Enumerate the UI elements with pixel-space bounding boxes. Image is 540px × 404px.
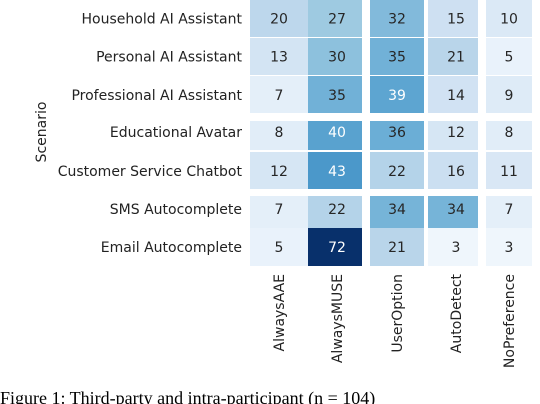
cell-value-label: 12	[447, 125, 465, 141]
cell-value-label: 20	[270, 12, 288, 28]
heatmap-cell	[308, 76, 366, 114]
row-label: Personal AI Assistant	[96, 50, 242, 66]
cell-value-label: 9	[505, 88, 514, 104]
heatmap-cell	[486, 190, 532, 228]
heatmap-cell	[486, 0, 532, 37]
heatmap-cell	[486, 228, 532, 266]
heatmap-cell	[428, 228, 484, 266]
cell-value-label: 21	[447, 50, 465, 66]
heatmap-cell	[370, 228, 424, 266]
heatmap-cell	[308, 190, 366, 228]
cell-value-label: 5	[505, 50, 514, 66]
heatmap-cell	[486, 38, 532, 75]
cell-value-label: 12	[270, 164, 288, 180]
cell-value-label: 40	[328, 125, 346, 141]
heatmap-cell	[428, 190, 484, 228]
heatmap-cell	[428, 38, 484, 75]
column-label: AlwaysMUSE	[330, 274, 346, 363]
heatmap-cell	[428, 0, 484, 37]
cell-value-label: 27	[328, 12, 346, 28]
cell-value-label: 22	[388, 164, 406, 180]
column-label: AutoDetect	[449, 273, 465, 353]
heatmap-cell	[486, 76, 532, 114]
cell-value-label: 10	[500, 12, 518, 28]
heatmap-cell	[308, 228, 366, 266]
group-separator	[362, 0, 370, 266]
cell-value-label: 39	[388, 88, 406, 104]
y-axis-label: Scenario	[34, 102, 50, 163]
cell-value-label: 36	[388, 125, 406, 141]
row-label: Email Autocomplete	[101, 240, 242, 256]
figure-caption: Figure 1: Third-party and intra-particip…	[0, 388, 376, 404]
heatmap-cell	[370, 76, 424, 114]
row-labels: Household AI Assistant Personal AI Assist…	[58, 12, 243, 257]
cell-value-label: 8	[275, 125, 284, 141]
column-labels: AlwaysAAE AlwaysMUSE UserOption AutoDetect N…	[272, 273, 518, 368]
cell-value-label: 35	[328, 88, 346, 104]
heatmap-cell	[308, 0, 366, 37]
heatmap-cell	[370, 0, 424, 37]
row-label: Customer Service Chatbot	[58, 164, 243, 180]
heatmap-cell	[250, 0, 308, 37]
cell-value-label: 34	[388, 202, 406, 218]
cell-value-label: 14	[447, 88, 465, 104]
cell-value-label: 7	[275, 88, 284, 104]
row-label: Educational Avatar	[110, 125, 242, 141]
cell-value-label: 34	[447, 202, 465, 218]
heatmap-cell	[308, 38, 366, 75]
heatmap-cell	[250, 38, 308, 75]
group-separator	[245, 189, 535, 196]
cell-value-label: 72	[328, 240, 346, 256]
cell-value-label: 15	[447, 12, 465, 28]
group-separator	[245, 113, 535, 121]
cell-value-label: 3	[505, 240, 514, 256]
group-separator	[478, 0, 486, 266]
column-label: NoPreference	[502, 274, 518, 368]
cell-value-label: 30	[328, 50, 346, 66]
heatmap-cell	[250, 190, 308, 228]
cell-value-label: 32	[388, 12, 406, 28]
heatmap-cell	[370, 190, 424, 228]
cell-value-label: 8	[505, 125, 514, 141]
row-label: Household AI Assistant	[82, 12, 243, 28]
cell-value-label: 7	[275, 202, 284, 218]
cell-value-label: 13	[270, 50, 288, 66]
cell-value-label: 22	[328, 202, 346, 218]
heatmap-cell	[250, 152, 308, 190]
heatmap-cells	[245, 0, 535, 266]
heatmap-cell	[486, 152, 532, 190]
cell-value-label: 11	[500, 164, 518, 180]
cell-value-label: 7	[505, 202, 514, 218]
heatmap-cell	[250, 228, 308, 266]
heatmap-cell	[370, 152, 424, 190]
heatmap-cell	[428, 152, 484, 190]
cell-value-label: 35	[388, 50, 406, 66]
cell-value-label: 43	[328, 164, 346, 180]
cell-value-label: 16	[447, 164, 465, 180]
heatmap-cell	[428, 76, 484, 114]
column-label: AlwaysAAE	[272, 274, 288, 351]
row-label: Professional AI Assistant	[71, 88, 242, 104]
cell-value-label: 21	[388, 240, 406, 256]
cell-value-label: 5	[275, 240, 284, 256]
heatmap-cell	[308, 152, 366, 190]
row-label: SMS Autocomplete	[110, 202, 242, 218]
column-label: UserOption	[390, 274, 406, 353]
cell-value-label: 3	[452, 240, 461, 256]
heatmap-cell	[250, 76, 308, 114]
heatmap-cell	[370, 38, 424, 75]
